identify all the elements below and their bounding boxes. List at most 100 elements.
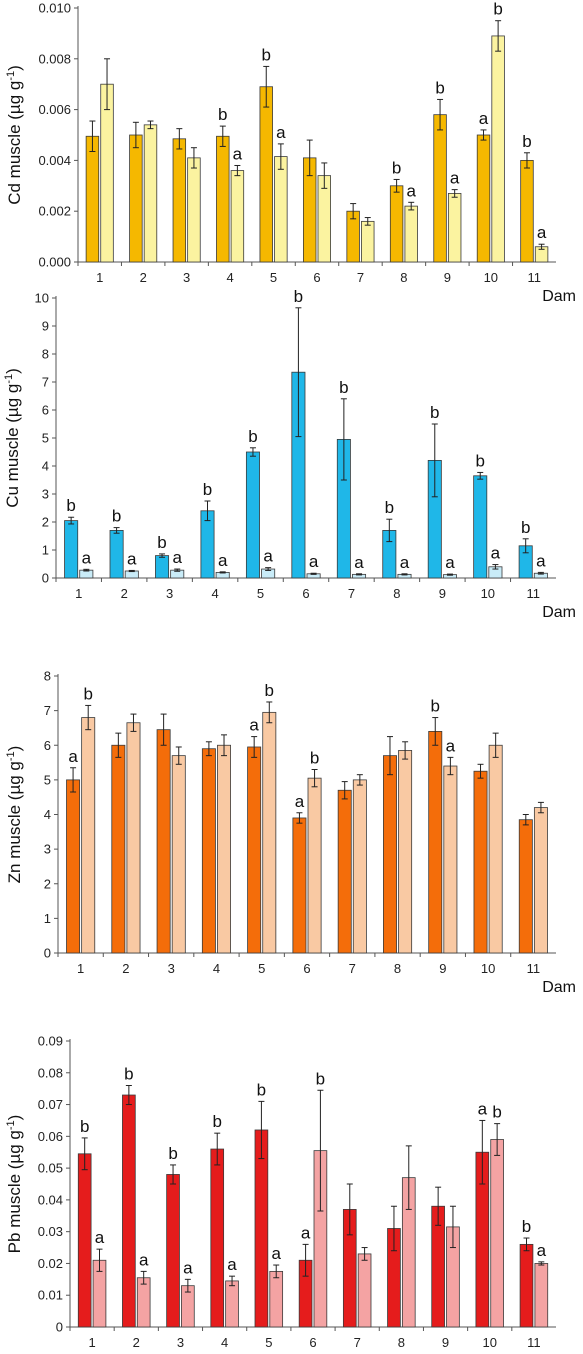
cd-x-tick-label: 1 xyxy=(96,270,103,285)
cd-bar xyxy=(187,157,201,263)
pb-x-tick-label: 10 xyxy=(482,1335,496,1350)
cd-x-axis-title: Dam xyxy=(542,288,576,305)
cu-x-tick-label: 2 xyxy=(121,586,128,601)
pb-bar xyxy=(519,1243,534,1328)
cd-bar xyxy=(100,83,114,263)
cu-y-tick-label: 10 xyxy=(35,291,49,306)
cu-y-tick-label: 6 xyxy=(42,403,49,418)
zn-bar xyxy=(533,807,548,954)
cu-y-tick-label: 3 xyxy=(42,487,49,502)
zn-y-tick-label: 2 xyxy=(44,876,51,891)
pb-x-tick-label: 9 xyxy=(442,1335,449,1350)
pb-significance-label: a xyxy=(537,1241,547,1260)
cu-y-tick-label: 7 xyxy=(42,375,49,390)
pb-bar xyxy=(357,1253,372,1328)
cu-significance-label: a xyxy=(354,553,364,572)
zn-y-tick-label: 1 xyxy=(44,911,51,926)
cd-x-tick-label: 8 xyxy=(400,270,407,285)
pb-significance-label: a xyxy=(478,1099,488,1118)
cd-y-tick-label: 0.004 xyxy=(38,153,71,168)
cu-bar xyxy=(109,530,124,579)
cu-bar xyxy=(245,451,260,579)
zn-bar xyxy=(126,722,141,954)
pb-y-tick-label: 0.03 xyxy=(38,1224,63,1239)
cu-y-tick-label: 4 xyxy=(42,459,49,474)
chart-pb: 0 0.01 0.02 0.03 0.04 0.05 0.06 0.07 0.08 0.09 Pb … xyxy=(5,1034,576,1354)
cu-significance-label: b xyxy=(112,507,121,526)
cu-significance-label: b xyxy=(475,451,484,470)
pb-y-tick-label: 0.07 xyxy=(38,1097,63,1112)
cd-significance-label: a xyxy=(276,123,286,142)
cd-x-tick-label: 9 xyxy=(444,270,451,285)
zn-bar xyxy=(262,711,277,954)
cd-y-tick-label: 0.006 xyxy=(38,102,71,117)
pb-bar xyxy=(77,1153,92,1328)
zn-significance-label: b xyxy=(310,748,319,767)
cd-bar xyxy=(259,86,273,263)
cd-significance-label: b xyxy=(218,105,227,124)
zn-bar xyxy=(443,765,458,954)
zn-x-tick-label: 6 xyxy=(303,961,310,976)
pb-significance-label: b xyxy=(492,1103,501,1122)
cu-significance-label: a xyxy=(127,549,137,568)
cd-x-tick-label: 11 xyxy=(528,270,542,285)
zn-y-tick-label: 8 xyxy=(44,669,51,684)
pb-bar xyxy=(122,1094,136,1328)
cu-y-axis-title: Cu muscle (µg g-1) xyxy=(3,368,22,508)
cd-x-tick-label: 2 xyxy=(140,270,147,285)
pb-x-tick-label: 6 xyxy=(309,1335,316,1350)
chart-cd: 0.000 0.002 0.004 0.006 0.008 0.010 Cd muscle … xyxy=(5,0,576,305)
cd-x-tick-label: 5 xyxy=(270,270,277,285)
pb-y-tick-label: 0.09 xyxy=(38,1034,63,1049)
cu-bar xyxy=(64,520,79,579)
pb-significance-label: b xyxy=(124,1064,133,1083)
pb-bar xyxy=(534,1263,549,1328)
pb-bar xyxy=(254,1129,269,1328)
cd-x-tick-label: 3 xyxy=(183,270,190,285)
cu-significance-label: a xyxy=(309,552,319,571)
zn-bar xyxy=(156,729,171,954)
pb-y-tick-label: 0.06 xyxy=(38,1129,63,1144)
cu-significance-label: a xyxy=(218,551,228,570)
cu-y-tick-label: 5 xyxy=(42,431,49,446)
cd-x-tick-label: 4 xyxy=(226,270,233,285)
pb-y-axis-title: Pb muscle (µg g-1) xyxy=(5,1115,24,1254)
pb-significance-label: a xyxy=(301,1223,311,1242)
cu-x-tick-label: 8 xyxy=(393,586,400,601)
cu-x-axis-title: Dam xyxy=(542,604,576,621)
cu-y-tick-label: 2 xyxy=(42,515,49,530)
zn-x-tick-label: 4 xyxy=(213,961,220,976)
pb-significance-label: b xyxy=(316,1069,325,1088)
cd-bar xyxy=(172,138,187,263)
zn-bar xyxy=(352,779,367,954)
cd-y-tick-label: 0.000 xyxy=(38,255,71,270)
zn-significance-label: b xyxy=(83,684,92,703)
zn-significance-label: a xyxy=(295,792,305,811)
cd-x-tick-label: 7 xyxy=(357,270,364,285)
cu-significance-label: a xyxy=(263,547,273,566)
cu-x-tick-label: 5 xyxy=(257,586,264,601)
pb-significance-label: a xyxy=(95,1228,105,1247)
zn-bar xyxy=(66,779,81,954)
zn-bar xyxy=(171,755,186,954)
zn-y-tick-label: 0 xyxy=(44,946,51,961)
cd-bar xyxy=(143,124,158,263)
cd-significance-label: a xyxy=(537,223,547,242)
zn-y-tick-label: 3 xyxy=(44,842,51,857)
cu-significance-label: b xyxy=(157,533,166,552)
pb-bar xyxy=(210,1148,225,1328)
cd-significance-label: a xyxy=(406,181,416,200)
cu-bar xyxy=(155,555,170,579)
zn-x-tick-label: 10 xyxy=(481,961,495,976)
zn-significance-label: a xyxy=(68,747,78,766)
zn-x-axis-title: Dam xyxy=(542,979,576,996)
zn-bar xyxy=(111,744,126,954)
zn-bar xyxy=(473,770,488,954)
cd-bar xyxy=(361,220,375,263)
pb-bar xyxy=(269,1270,284,1328)
zn-x-tick-label: 5 xyxy=(258,961,265,976)
pb-y-tick-label: 0.08 xyxy=(38,1065,63,1080)
zn-bar xyxy=(81,717,96,954)
cd-significance-label: b xyxy=(493,0,502,19)
